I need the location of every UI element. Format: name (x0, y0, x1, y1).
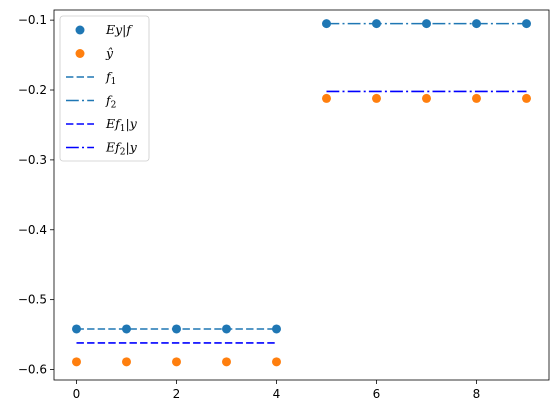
series-0-point (222, 324, 231, 334)
legend-label: f2 (105, 93, 116, 111)
series-1-point (272, 357, 281, 367)
y-tick-label: −0.2 (18, 83, 47, 97)
legend-label: Ef2|y (105, 140, 138, 158)
series-1-point (172, 357, 181, 367)
series-0-point (322, 19, 331, 29)
series-0-point (72, 324, 81, 334)
series-0-point (272, 324, 281, 334)
series-0-point (522, 19, 531, 29)
legend-label: ŷ (105, 46, 114, 61)
x-tick-label: 6 (373, 387, 381, 401)
y-tick-label: −0.4 (18, 223, 47, 237)
axes-frame (53, 9, 550, 381)
y-tick-label: −0.3 (18, 153, 47, 167)
plot-marks (72, 19, 531, 367)
series-0-point (122, 324, 131, 334)
legend-label: Ef1|y (105, 116, 138, 134)
x-tick-label: 4 (273, 387, 281, 401)
legend-marker (75, 49, 85, 58)
legend: Ey|f ŷ f1 f2 Ef1|y Ef2|y (59, 15, 150, 162)
y-tick-label: −0.5 (18, 293, 47, 307)
series-0-point (472, 19, 481, 29)
series-1-point (322, 93, 331, 103)
x-tick-label: 0 (73, 387, 81, 401)
y-tick-label: −0.6 (18, 363, 47, 377)
series-1-point (72, 357, 81, 367)
series-1-point (422, 93, 431, 103)
series-0-point (172, 324, 181, 334)
series-1-point (472, 93, 481, 103)
series-1-point (522, 93, 531, 103)
x-tick-label: 2 (173, 387, 181, 401)
series-0-point (372, 19, 381, 29)
series-1-point (122, 357, 131, 367)
series-0-point (422, 19, 431, 29)
x-tick-label: 8 (473, 387, 481, 401)
y-tick-label: −0.1 (18, 13, 47, 27)
legend-marker (75, 25, 85, 35)
legend-label: Ey|f (105, 22, 133, 37)
axis-ticks: 0 2 4 6 8 −0.1 −0.2 −0.3 −0.4 −0.5 −0.6 (18, 13, 480, 401)
series-1-point (372, 93, 381, 103)
legend-label: f1 (105, 69, 116, 87)
series-1-point (222, 357, 231, 367)
